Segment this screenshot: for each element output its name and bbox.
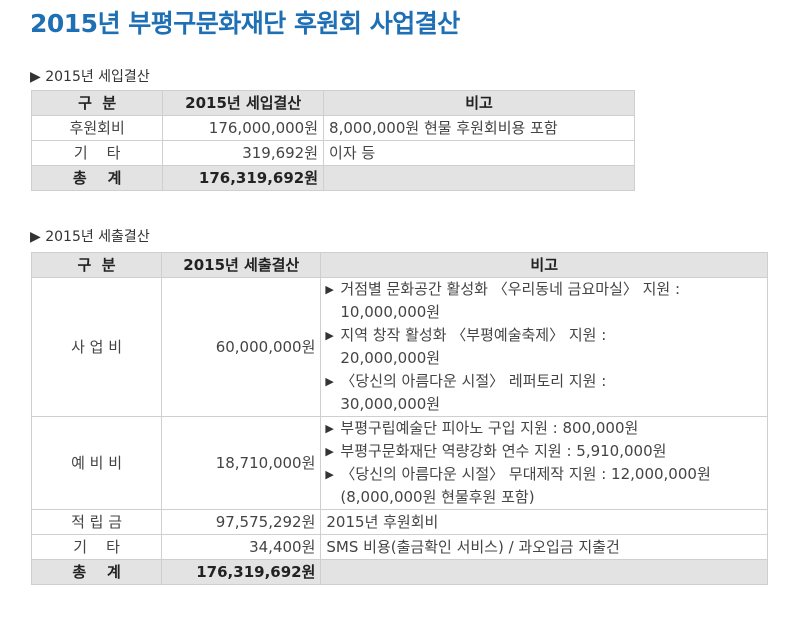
total-row: 총 계 176,319,692원 (30, 165, 635, 191)
total-category: 총 계 (30, 559, 163, 585)
item-amount: 10,000,000원 (340, 303, 441, 321)
row-note: 8,000,000원 현물 후원회비용 포함 (323, 115, 635, 141)
arrow-right-icon: ▶ (325, 422, 334, 435)
list-item: ▶ 거점별 문화공간 활성화 〈우리동네 금요마실〉 지원 : 10,000,00… (325, 278, 763, 324)
item-text: 〈당신의 아름다운 시절〉 레퍼토리 지원 : (340, 372, 607, 390)
item-subtext: (8,000,000원 현물후원 포함) (340, 488, 535, 506)
item-text: 부평구립예술단 피아노 구입 지원 : 800,000원 (340, 419, 639, 437)
row-amount: 18,710,000원 (161, 416, 322, 510)
total-note (323, 165, 635, 191)
arrow-right-icon: ▶ (325, 329, 334, 342)
list-item: ▶ 부평구문화재단 역량강화 연수 지원 : 5,910,000원 (325, 440, 763, 463)
row-note: SMS 비용(출금확인 서비스) / 과오입금 지출건 (320, 534, 768, 560)
arrow-right-icon: ▶ (325, 283, 334, 296)
row-amount: 176,000,000원 (162, 115, 325, 141)
row-category: 기 타 (30, 534, 163, 560)
total-category: 총 계 (30, 165, 164, 191)
row-note: 이자 등 (323, 140, 635, 166)
arrow-right-icon: ▶ (325, 468, 334, 481)
income-section-label: ▶ 2015년 세입결산 (30, 69, 150, 85)
row-amount: 60,000,000원 (161, 277, 322, 417)
list-item: ▶ 〈당신의 아름다운 시절〉 레퍼토리 지원 : 30,000,000원 (325, 370, 763, 416)
row-category: 적 립 금 (30, 509, 163, 535)
table-row-reserve: 예 비 비 18,710,000원 ▶ 부평구립예술단 피아노 구입 지원 : … (30, 416, 768, 510)
table-row: 후원회비 176,000,000원 8,000,000원 현물 후원회비용 포함 (30, 115, 635, 141)
item-text: 〈당신의 아름다운 시절〉 무대제작 지원 : 12,000,000원 (340, 465, 711, 483)
row-note-list: ▶ 거점별 문화공간 활성화 〈우리동네 금요마실〉 지원 : 10,000,00… (320, 277, 768, 417)
expense-header-row: 구 분 2015년 세출결산 비고 (30, 252, 768, 278)
header-amount: 2015년 세출결산 (161, 252, 322, 278)
row-category: 사 업 비 (30, 277, 163, 417)
list-item: ▶ 〈당신의 아름다운 시절〉 무대제작 지원 : 12,000,000원 (8,… (325, 463, 763, 509)
row-amount: 319,692원 (162, 140, 325, 166)
header-note: 비고 (323, 90, 635, 116)
item-text: 거점별 문화공간 활성화 〈우리동네 금요마실〉 지원 : (340, 280, 681, 298)
row-category: 예 비 비 (30, 416, 163, 510)
list-item: ▶ 부평구립예술단 피아노 구입 지원 : 800,000원 (325, 417, 763, 440)
list-item: ▶ 지역 창작 활성화 〈부평예술축제〉 지원 : 20,000,000원 (325, 324, 763, 370)
table-row: 적 립 금 97,575,292원 2015년 후원회비 (30, 509, 768, 535)
total-row: 총 계 176,319,692원 (30, 559, 768, 585)
row-amount: 34,400원 (161, 534, 322, 560)
row-amount: 97,575,292원 (161, 509, 322, 535)
expense-table: 구 분 2015년 세출결산 비고 사 업 비 60,000,000원 ▶ 거점… (30, 252, 768, 585)
item-amount: 20,000,000원 (340, 349, 441, 367)
item-text: 지역 창작 활성화 〈부평예술축제〉 지원 : (340, 326, 607, 344)
table-row: 기 타 34,400원 SMS 비용(출금확인 서비스) / 과오입금 지출건 (30, 534, 768, 560)
header-category: 구 분 (30, 90, 164, 116)
row-category: 기 타 (30, 140, 164, 166)
item-text: 부평구문화재단 역량강화 연수 지원 : 5,910,000원 (340, 442, 667, 460)
arrow-right-icon: ▶ (325, 375, 334, 388)
income-header-row: 구 분 2015년 세입결산 비고 (30, 90, 635, 116)
arrow-right-icon: ▶ (325, 445, 334, 458)
total-amount: 176,319,692원 (162, 165, 325, 191)
expense-section-label: ▶ 2015년 세출결산 (30, 229, 150, 245)
total-amount: 176,319,692원 (161, 559, 322, 585)
header-amount: 2015년 세입결산 (162, 90, 325, 116)
income-table: 구 분 2015년 세입결산 비고 후원회비 176,000,000원 8,00… (30, 90, 635, 191)
total-note (320, 559, 768, 585)
page-title: 2015년 부평구문화재단 후원회 사업결산 (30, 9, 460, 38)
row-note: 2015년 후원회비 (320, 509, 768, 535)
item-amount: 30,000,000원 (340, 395, 441, 413)
row-category: 후원회비 (30, 115, 164, 141)
header-note: 비고 (320, 252, 768, 278)
table-row: 기 타 319,692원 이자 등 (30, 140, 635, 166)
row-note-list: ▶ 부평구립예술단 피아노 구입 지원 : 800,000원 ▶ 부평구문화재단… (320, 416, 768, 510)
table-row-business: 사 업 비 60,000,000원 ▶ 거점별 문화공간 활성화 〈우리동네 금… (30, 277, 768, 417)
header-category: 구 분 (30, 252, 163, 278)
